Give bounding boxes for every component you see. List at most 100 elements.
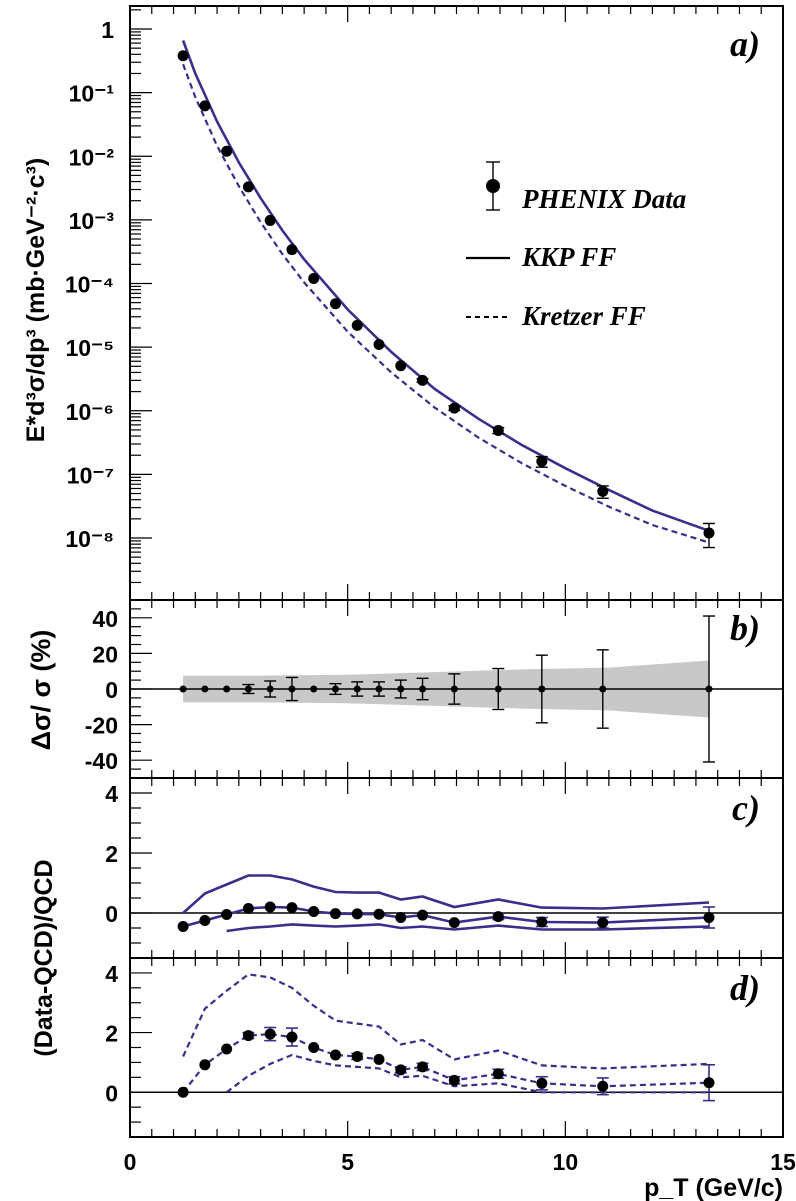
y-tick-label: 20: [92, 641, 118, 667]
y-tick-label: 10⁻⁸: [65, 526, 114, 552]
data-point: [329, 1049, 341, 1061]
data-point: [395, 912, 407, 923]
data-point: [264, 1028, 276, 1040]
data-point: [397, 685, 405, 693]
upper-bound-line: [182, 874, 710, 914]
data-point: [286, 902, 298, 914]
data-point: [329, 908, 341, 920]
panel-a-frame: [129, 5, 784, 601]
data-point: [703, 527, 715, 539]
y-tick-label: 4: [105, 781, 118, 807]
lower-bound-line: [225, 1053, 709, 1094]
data-point: [599, 685, 607, 693]
y-tick-label: 10⁻³: [69, 208, 115, 234]
y-tick-label: 10⁻⁵: [65, 335, 114, 361]
data-point: [179, 685, 187, 693]
data-point: [199, 100, 211, 112]
data-point: [221, 145, 233, 157]
data-point: [286, 244, 298, 256]
data-point: [201, 685, 209, 693]
data-point: [597, 485, 609, 497]
data-point: [221, 909, 233, 920]
data-point: [288, 685, 296, 693]
y-tick-label: 10⁻⁴: [65, 272, 114, 298]
data-point: [373, 1053, 385, 1065]
data-point: [351, 908, 363, 920]
panel-label-d: d): [730, 968, 760, 1008]
data-point: [264, 214, 276, 226]
data-point: [705, 685, 713, 693]
y-tick-label: 10⁻⁶: [66, 399, 114, 425]
data-point: [177, 50, 189, 62]
data-point: [373, 908, 385, 920]
x-tick-label: 5: [341, 1149, 354, 1175]
data-point: [450, 685, 458, 693]
data-point: [308, 1042, 320, 1053]
legend: PHENIX Data KKP FF Kretzer FF: [466, 161, 686, 331]
data-point: [395, 360, 407, 372]
data-point: [395, 1064, 407, 1076]
data-point: [286, 1031, 298, 1043]
data-point: [353, 685, 361, 693]
panel-d: 0 5 10 15p_T (GeV/c) 0 2 4 d): [105, 957, 796, 1201]
lower-bound-line: [226, 923, 710, 933]
y-tick-label: 10⁻⁷: [67, 462, 114, 488]
x-axis-label: p_T (GeV/c): [644, 1174, 783, 1201]
data-point: [703, 912, 715, 923]
data-point: [308, 272, 320, 284]
legend-entry-kretzer-ff: Kretzer FF: [521, 301, 646, 331]
data-point: [242, 181, 254, 193]
data-point: [177, 921, 189, 932]
x-tick-label: 10: [553, 1149, 579, 1175]
data-point: [351, 319, 363, 331]
data-point: [448, 1074, 460, 1086]
panel-c: 0 2 4 c) (Data-QCD)/QCD: [30, 777, 784, 1057]
data-point: [331, 685, 339, 693]
y-tick-label: 10⁻²: [69, 144, 115, 170]
series-line-kretzer-ff: [182, 63, 710, 544]
data-point: [597, 917, 609, 929]
data-point: [494, 685, 502, 693]
data-point: [199, 915, 211, 926]
data-point: [417, 1061, 429, 1073]
data-point: [536, 916, 548, 928]
y-tick-label: -40: [85, 748, 118, 774]
y-tick-label: 2: [105, 1021, 118, 1047]
data-point: [177, 1086, 189, 1098]
series-line-kkp-ff: [181, 40, 710, 533]
x-tick-label: 15: [770, 1149, 796, 1175]
data-point: [308, 906, 320, 917]
data-point: [448, 402, 460, 414]
data-point: [538, 685, 546, 693]
y-tick-label: 4: [105, 961, 118, 987]
upper-bound-line: [182, 973, 710, 1070]
legend-entry-phenix-data: PHENIX Data: [521, 184, 686, 214]
data-point: [244, 685, 252, 693]
data-point: [310, 685, 318, 693]
data-point: [351, 1050, 363, 1062]
data-point: [417, 374, 429, 386]
y-tick-label: 2: [105, 841, 118, 867]
data-point: [492, 424, 504, 436]
y-tick-label: 0: [105, 677, 118, 703]
data-point: [223, 685, 231, 693]
panel-label-b: b): [730, 608, 760, 648]
data-point: [264, 901, 276, 913]
data-point: [448, 917, 460, 929]
data-point: [703, 1077, 715, 1089]
data-point: [242, 903, 254, 914]
data-point: [417, 909, 429, 921]
y-tick-label: 0: [105, 1080, 118, 1106]
x-tick-label: 0: [124, 1149, 137, 1175]
data-point: [266, 685, 274, 693]
y-axis-label: E*d³σ/dp³ (mb·GeV⁻²·c³): [22, 158, 50, 442]
y-axis-label: (Data-QCD)/QCD: [30, 859, 58, 1056]
y-tick-label: -20: [85, 713, 118, 739]
y-tick-label: 40: [92, 606, 118, 632]
panel-a: 1 10⁻¹ 10⁻² 10⁻³ 10⁻⁴ 10⁻⁵ 10⁻⁶ 10⁻⁷ 10⁻⁸ E*d³σ/d…: [22, 5, 784, 601]
data-point: [221, 1043, 233, 1055]
data-point: [242, 1030, 254, 1042]
y-axis-label: Δσ/ σ (%): [26, 630, 56, 751]
data-point: [492, 1068, 504, 1080]
